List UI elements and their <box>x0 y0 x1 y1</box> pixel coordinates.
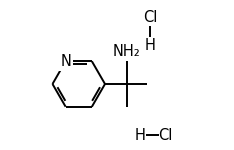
Text: N: N <box>60 54 71 69</box>
Text: H: H <box>135 128 146 142</box>
Text: H: H <box>145 38 155 52</box>
Text: NH₂: NH₂ <box>113 44 141 59</box>
Text: Cl: Cl <box>143 11 157 26</box>
Text: Cl: Cl <box>158 128 172 142</box>
